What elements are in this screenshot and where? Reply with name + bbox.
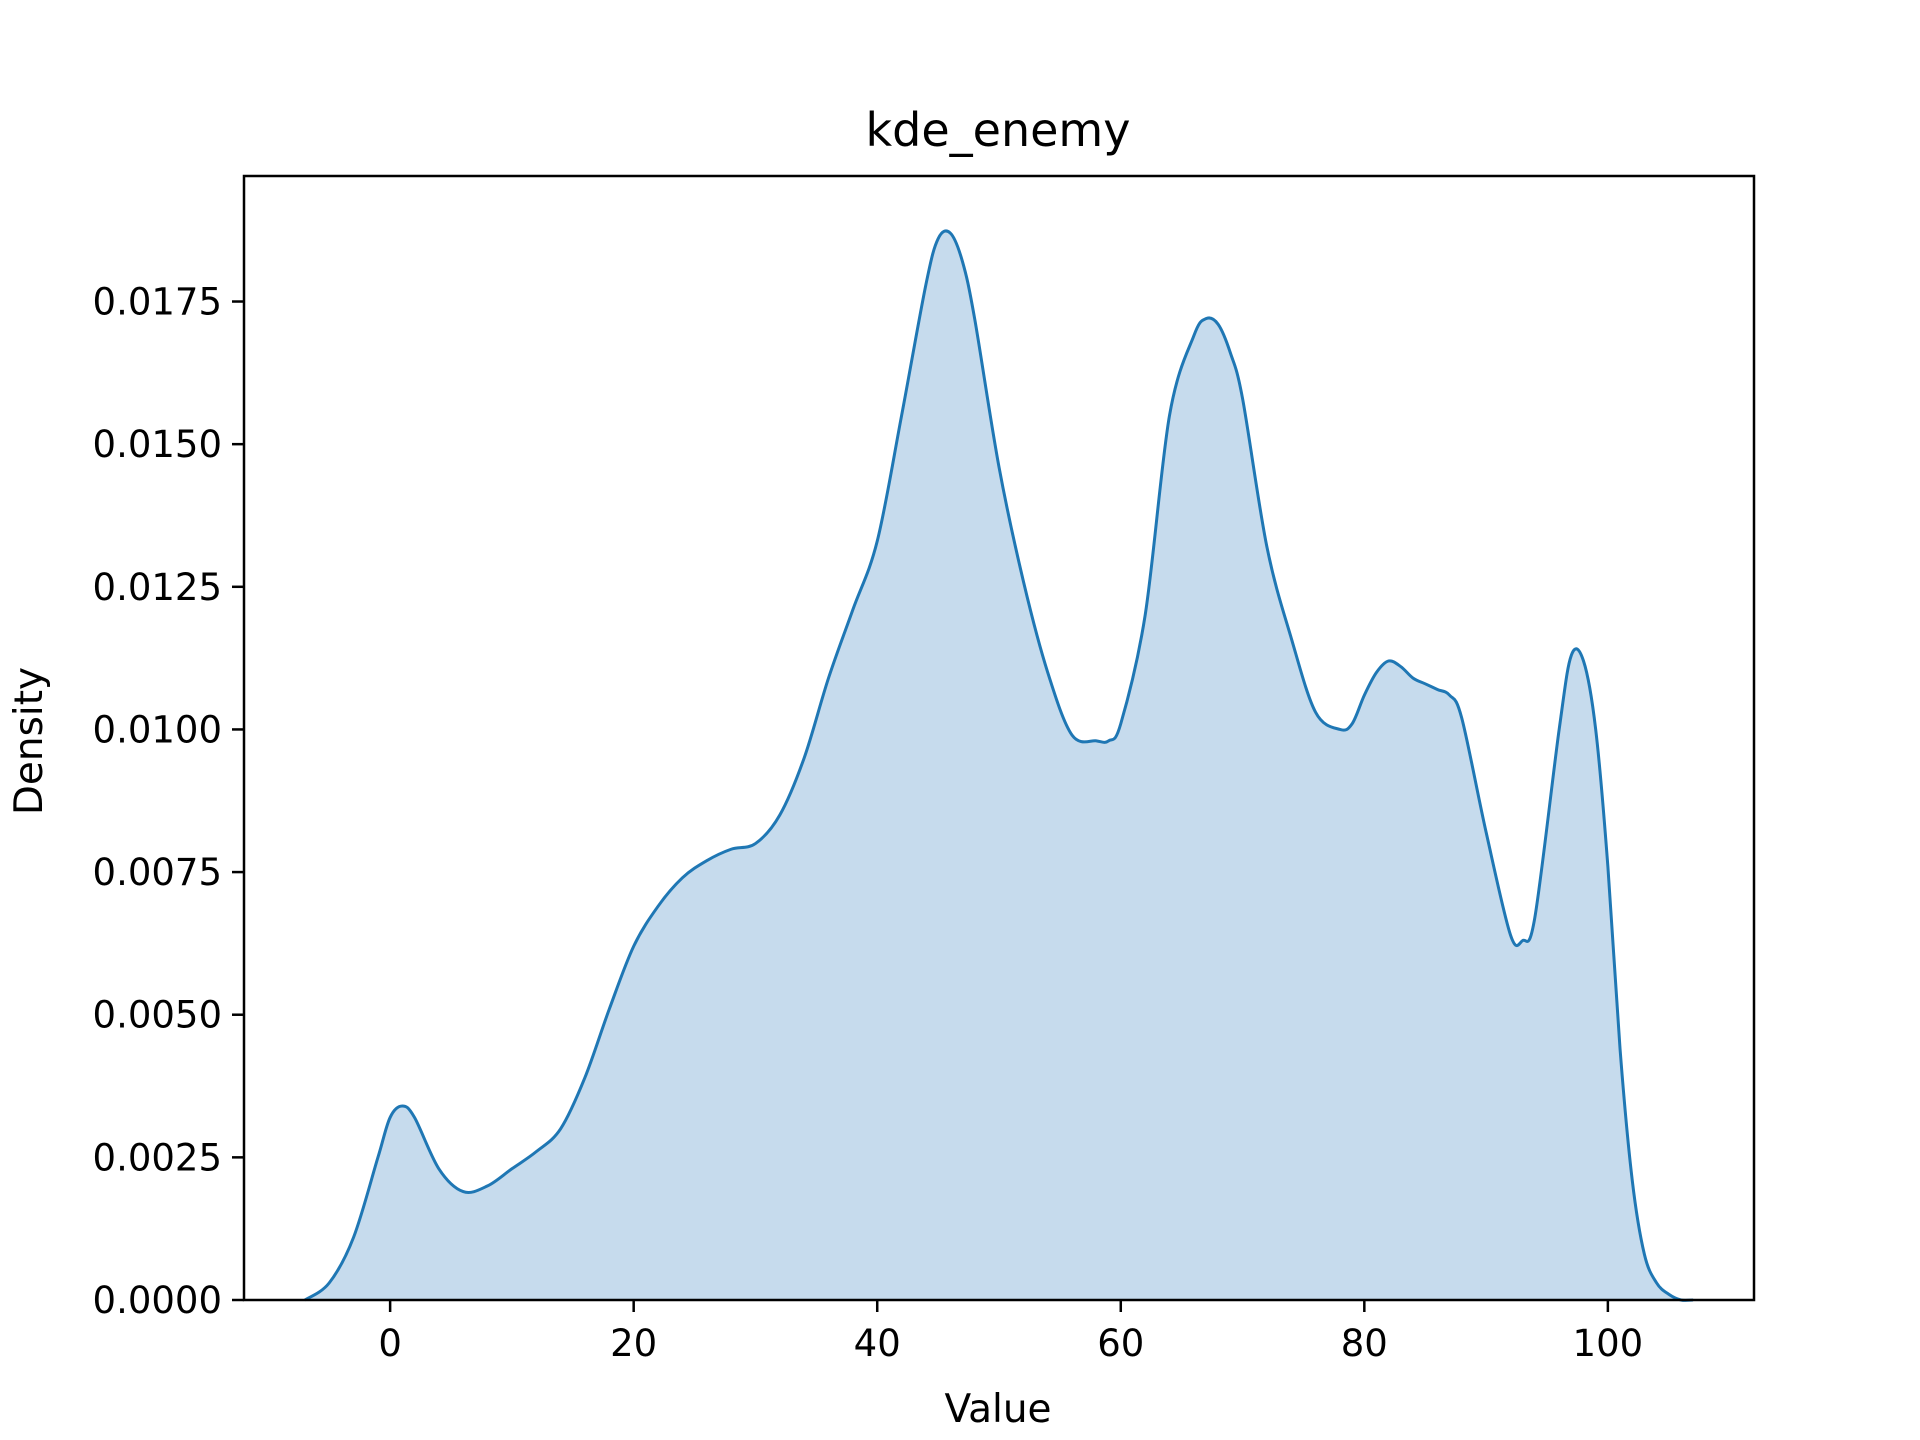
y-tick-label: 0.0175 (93, 281, 222, 324)
y-axis: 0.0000 0.0025 0.0050 0.0075 0.0100 0.0125 0.01… (93, 281, 244, 1322)
x-tick-label: 20 (610, 1322, 657, 1365)
y-tick-label: 0.0050 (93, 994, 222, 1037)
x-axis-title: Value (944, 1387, 1051, 1432)
chart-title: kde_enemy (866, 103, 1131, 157)
y-tick-label: 0.0125 (93, 566, 222, 609)
y-tick-label: 0.0025 (93, 1136, 222, 1179)
density-line (304, 229, 1694, 1302)
x-tick-label: 80 (1341, 1322, 1388, 1365)
y-tick-label: 0.0075 (93, 851, 222, 894)
y-tick-label: 0.0150 (93, 423, 222, 466)
density-area (304, 230, 1694, 1301)
x-tick-label: 40 (854, 1322, 901, 1365)
plot-frame (242, 174, 1756, 1302)
y-axis-title: Density (7, 667, 52, 815)
y-tick-label: 0.0100 (93, 708, 222, 751)
x-axis: 0 20 40 60 80 100 (378, 1300, 1643, 1365)
x-tick-label: 100 (1573, 1322, 1644, 1365)
x-tick-label: 60 (1097, 1322, 1144, 1365)
x-tick-label: 0 (378, 1322, 402, 1365)
y-tick-label: 0.0000 (93, 1279, 222, 1322)
plot-area (304, 229, 1694, 1302)
